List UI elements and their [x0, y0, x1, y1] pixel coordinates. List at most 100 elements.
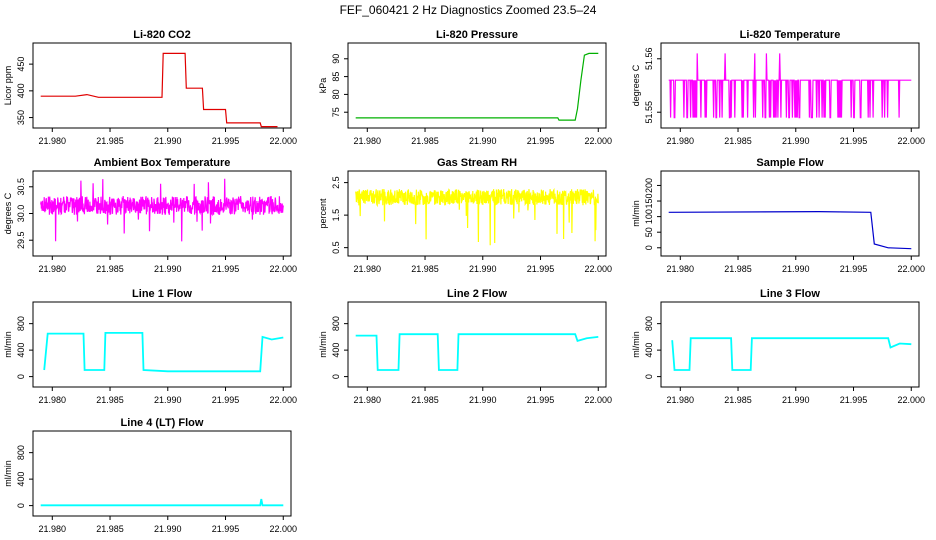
chart-panel: Line 1 Flow 21.980 21.985 21.990 21.995 22.00… — [3, 288, 297, 405]
y-tick-label: 75 — [331, 107, 341, 117]
chart-panel: Gas Stream RH 21.980 21.985 21.990 21.995 22.… — [318, 157, 612, 274]
chart-panel: Li-820 Pressure 21.980 21.985 21.990 21.995 2… — [318, 29, 612, 146]
x-tick-label: 21.985 — [411, 395, 439, 405]
chart-title: Sample Flow — [756, 157, 824, 169]
x-tick-label: 21.985 — [96, 524, 124, 534]
series-line — [355, 187, 599, 246]
chart-title: Ambient Box Temperature — [94, 157, 231, 169]
x-tick-label: 21.980 — [667, 136, 695, 146]
chart-title: Line 2 Flow — [447, 288, 507, 300]
y-tick-label: 800 — [331, 316, 341, 331]
x-tick-label: 22.000 — [269, 264, 297, 274]
y-tick-label: 90 — [331, 54, 341, 64]
x-tick-label: 21.985 — [724, 264, 752, 274]
x-tick-label: 22.000 — [897, 395, 925, 405]
plot-frame — [660, 170, 920, 257]
x-tick-label: 21.980 — [667, 264, 695, 274]
x-tick-label: 21.980 — [354, 136, 382, 146]
plot-frame — [660, 301, 920, 388]
x-tick-label: 21.990 — [154, 136, 182, 146]
plot-frame — [32, 301, 292, 388]
x-tick-label: 21.985 — [724, 395, 752, 405]
y-axis-label: ml/min — [631, 200, 641, 227]
x-tick-label: 22.000 — [897, 264, 925, 274]
y-tick-label: 400 — [16, 83, 26, 98]
chart-title: Li-820 CO2 — [133, 29, 190, 41]
chart-panel: Li-820 Temperature 21.980 21.985 21.990 21.9… — [631, 29, 925, 146]
series-line — [40, 52, 278, 128]
y-axis-label: degrees C — [631, 64, 641, 106]
y-tick-label: 0 — [16, 374, 26, 379]
chart-title: Li-820 Pressure — [436, 29, 518, 41]
plot-frame — [32, 430, 292, 517]
y-axis-label: ml/min — [3, 460, 13, 487]
y-axis-label: degrees C — [3, 192, 13, 234]
y-tick-label: 800 — [16, 316, 26, 331]
y-tick-label: 100 — [644, 209, 654, 224]
x-tick-label: 22.000 — [584, 395, 612, 405]
plot-frame — [347, 42, 607, 129]
y-axis-label: ml/min — [631, 331, 641, 358]
x-tick-label: 21.990 — [469, 395, 497, 405]
x-tick-label: 21.995 — [212, 395, 240, 405]
y-tick-label: 150 — [644, 194, 654, 209]
x-tick-label: 21.990 — [154, 395, 182, 405]
y-tick-label: 350 — [16, 110, 26, 125]
y-tick-label: 50 — [644, 227, 654, 237]
x-tick-label: 21.990 — [469, 136, 497, 146]
y-axis-label: ml/min — [318, 331, 328, 358]
x-tick-label: 21.995 — [840, 264, 868, 274]
series-line — [355, 333, 599, 371]
x-tick-label: 21.985 — [96, 264, 124, 274]
x-tick-label: 21.995 — [840, 395, 868, 405]
x-tick-label: 21.995 — [212, 136, 240, 146]
x-tick-label: 21.980 — [39, 395, 67, 405]
x-tick-label: 21.995 — [527, 264, 555, 274]
x-tick-label: 22.000 — [269, 395, 297, 405]
y-tick-label: 1.5 — [331, 209, 341, 222]
y-tick-label: 2.5 — [331, 176, 341, 189]
page-title: FEF_060421 2 Hz Diagnostics Zoomed 23.5–… — [339, 3, 597, 17]
y-axis-label: Licor ppm — [3, 66, 13, 106]
x-tick-label: 21.985 — [411, 136, 439, 146]
y-tick-label: 0 — [16, 503, 26, 508]
chart-title: Li-820 Temperature — [740, 29, 841, 41]
x-tick-label: 21.990 — [469, 264, 497, 274]
x-tick-label: 22.000 — [584, 264, 612, 274]
x-tick-label: 22.000 — [897, 136, 925, 146]
chart-title: Line 1 Flow — [132, 288, 192, 300]
x-tick-label: 22.000 — [269, 136, 297, 146]
y-tick-label: 0.5 — [331, 241, 341, 254]
y-tick-label: 400 — [16, 472, 26, 487]
y-axis-label: ml/min — [3, 331, 13, 358]
y-tick-label: 0 — [644, 374, 654, 379]
y-tick-label: 30.5 — [16, 178, 26, 196]
y-tick-label: 0 — [331, 374, 341, 379]
chart-panel: Sample Flow 21.980 21.985 21.990 21.995 22.00… — [631, 157, 925, 274]
y-tick-label: 51.55 — [644, 101, 654, 124]
y-tick-label: 400 — [16, 343, 26, 358]
x-tick-label: 21.980 — [39, 524, 67, 534]
x-tick-label: 21.985 — [411, 264, 439, 274]
y-tick-label: 200 — [644, 178, 654, 193]
y-axis-label: kPa — [318, 78, 328, 94]
chart-panel: Li-820 CO2 21.980 21.985 21.990 21.995 22.000… — [3, 29, 297, 146]
chart-panel: Ambient Box Temperature 21.980 21.985 21.99… — [3, 157, 297, 274]
x-tick-label: 21.995 — [527, 136, 555, 146]
x-tick-label: 21.990 — [154, 524, 182, 534]
y-tick-label: 800 — [16, 445, 26, 460]
series-line — [668, 53, 912, 119]
series-line — [355, 52, 599, 121]
x-tick-label: 21.995 — [212, 264, 240, 274]
chart-title: Gas Stream RH — [437, 157, 517, 169]
series-line — [40, 178, 284, 242]
x-tick-label: 21.985 — [724, 136, 752, 146]
y-tick-label: 30.0 — [16, 205, 26, 223]
x-tick-label: 21.980 — [39, 264, 67, 274]
y-tick-label: 29.5 — [16, 231, 26, 249]
x-tick-label: 21.980 — [354, 264, 382, 274]
x-tick-label: 21.980 — [354, 395, 382, 405]
chart-panel: Line 2 Flow 21.980 21.985 21.990 21.995 22.00… — [318, 288, 612, 405]
plot-frame — [347, 301, 607, 388]
